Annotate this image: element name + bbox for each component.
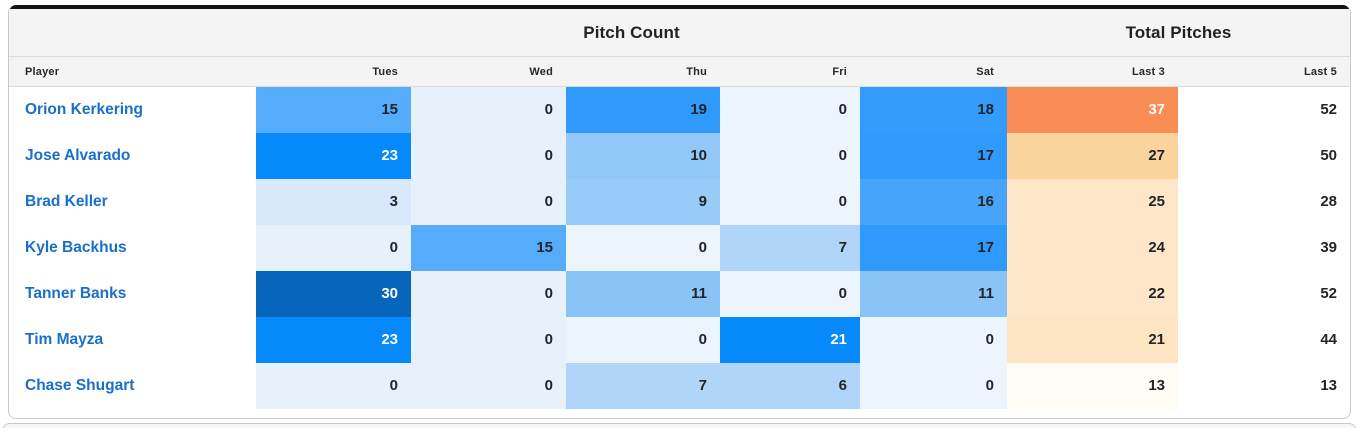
last5-total-cell: 52 bbox=[1320, 101, 1337, 119]
column-header-sat[interactable]: Sat bbox=[860, 56, 1007, 87]
pitch-cell-wed: 0 bbox=[411, 178, 566, 225]
player-cell: Jose Alvarado bbox=[9, 132, 256, 179]
table-row: Jose Alvarado 23 0 10 0 17 27 50 bbox=[9, 132, 1350, 179]
column-header-player[interactable]: Player bbox=[9, 56, 256, 87]
last3-total-cell: 21 bbox=[1007, 316, 1178, 363]
pitch-cell-thu: 10 bbox=[566, 132, 720, 179]
column-header-last3[interactable]: Last 3 bbox=[1007, 56, 1178, 87]
pitch-cell-wed: 0 bbox=[411, 86, 566, 133]
last3-total-cell: 37 bbox=[1007, 86, 1178, 133]
column-header-row: Player Tues Wed Thu Fri Sat Last 3 Last … bbox=[9, 56, 1350, 87]
pitch-count-table: Pitch Count Total Pitches Player Tues We… bbox=[9, 9, 1350, 409]
pitch-cell-thu: 0 bbox=[566, 224, 720, 271]
player-cell: Brad Keller bbox=[9, 178, 256, 225]
pitch-cell-thu: 7 bbox=[566, 362, 720, 409]
pitch-cell-tues: 3 bbox=[256, 178, 411, 225]
last3-total-cell: 22 bbox=[1007, 270, 1178, 317]
table-row: Chase Shugart 0 0 7 6 0 13 13 bbox=[9, 362, 1350, 409]
pitch-cell-sat: 16 bbox=[860, 178, 1007, 225]
pitch-cell-thu: 0 bbox=[566, 316, 720, 363]
table-body: Orion Kerkering 15 0 19 0 18 37 52 Jose Alvarado… bbox=[9, 86, 1350, 409]
group-header-spacer bbox=[9, 9, 256, 57]
last3-total-cell: 27 bbox=[1007, 132, 1178, 179]
last5-total-cell: 44 bbox=[1320, 331, 1337, 348]
pitch-cell-sat: 11 bbox=[860, 270, 1007, 317]
table-row: Brad Keller 3 0 9 0 16 25 28 bbox=[9, 178, 1350, 225]
pitch-cell-thu: 11 bbox=[566, 270, 720, 317]
player-link[interactable]: Orion Kerkering bbox=[25, 100, 143, 118]
table-row: Tim Mayza 23 0 0 21 0 21 44 bbox=[9, 316, 1350, 363]
last5-total-cell: 13 bbox=[1320, 377, 1337, 394]
player-cell: Tim Mayza bbox=[9, 316, 256, 363]
group-title-pitch-count: Pitch Count bbox=[256, 9, 1007, 57]
pitch-cell-thu: 9 bbox=[566, 178, 720, 225]
pitch-cell-fri: 0 bbox=[720, 86, 860, 133]
last5-total-cell: 52 bbox=[1320, 285, 1337, 302]
pitch-cell-tues: 15 bbox=[256, 86, 411, 133]
pitch-count-card: Pitch Count Total Pitches Player Tues We… bbox=[8, 5, 1351, 419]
player-link[interactable]: Jose Alvarado bbox=[25, 146, 131, 164]
group-title-total-pitches: Total Pitches bbox=[1007, 9, 1350, 57]
card-top-bar bbox=[9, 5, 1350, 9]
column-header-thu[interactable]: Thu bbox=[566, 56, 720, 87]
player-cell: Orion Kerkering bbox=[9, 86, 256, 133]
pitch-cell-wed: 0 bbox=[411, 270, 566, 317]
pitch-cell-tues: 0 bbox=[256, 224, 411, 271]
player-link[interactable]: Tanner Banks bbox=[25, 284, 127, 302]
table-row: Orion Kerkering 15 0 19 0 18 37 52 bbox=[9, 86, 1350, 133]
player-cell: Chase Shugart bbox=[9, 362, 256, 409]
pitch-cell-fri: 0 bbox=[720, 132, 860, 179]
column-header-last5[interactable]: Last 5 bbox=[1178, 56, 1350, 87]
last3-total-cell: 24 bbox=[1007, 224, 1178, 271]
pitch-cell-sat: 18 bbox=[860, 86, 1007, 133]
player-link[interactable]: Chase Shugart bbox=[25, 376, 135, 394]
next-card-top-edge bbox=[2, 423, 1357, 428]
last5-total-cell: 39 bbox=[1320, 239, 1337, 256]
player-link[interactable]: Tim Mayza bbox=[25, 330, 104, 348]
player-cell: Kyle Backhus bbox=[9, 224, 256, 271]
last3-total-cell: 25 bbox=[1007, 178, 1178, 225]
pitch-cell-tues: 23 bbox=[256, 132, 411, 179]
player-link[interactable]: Brad Keller bbox=[25, 192, 108, 210]
pitch-cell-sat: 17 bbox=[860, 132, 1007, 179]
column-header-fri[interactable]: Fri bbox=[720, 56, 860, 87]
column-header-tues[interactable]: Tues bbox=[256, 56, 411, 87]
pitch-cell-fri: 0 bbox=[720, 178, 860, 225]
last3-total-cell: 13 bbox=[1007, 362, 1178, 409]
player-cell: Tanner Banks bbox=[9, 270, 256, 317]
pitch-cell-wed: 0 bbox=[411, 132, 566, 179]
pitch-cell-sat: 17 bbox=[860, 224, 1007, 271]
pitch-cell-fri: 21 bbox=[720, 316, 860, 363]
pitch-cell-tues: 23 bbox=[256, 316, 411, 363]
pitch-cell-tues: 30 bbox=[256, 270, 411, 317]
pitch-cell-wed: 15 bbox=[411, 224, 566, 271]
pitch-cell-sat: 0 bbox=[860, 362, 1007, 409]
pitch-cell-fri: 6 bbox=[720, 362, 860, 409]
pitch-cell-fri: 7 bbox=[720, 224, 860, 271]
pitch-cell-fri: 0 bbox=[720, 270, 860, 317]
table-row: Kyle Backhus 0 15 0 7 17 24 39 bbox=[9, 224, 1350, 271]
group-header-row: Pitch Count Total Pitches bbox=[9, 9, 1350, 57]
pitch-cell-wed: 0 bbox=[411, 316, 566, 363]
player-link[interactable]: Kyle Backhus bbox=[25, 238, 127, 256]
column-header-wed[interactable]: Wed bbox=[411, 56, 566, 87]
pitch-cell-tues: 0 bbox=[256, 362, 411, 409]
table-row: Tanner Banks 30 0 11 0 11 22 52 bbox=[9, 270, 1350, 317]
pitch-cell-wed: 0 bbox=[411, 362, 566, 409]
last5-total-cell: 50 bbox=[1320, 147, 1337, 164]
pitch-cell-sat: 0 bbox=[860, 316, 1007, 363]
last5-total-cell: 28 bbox=[1320, 193, 1337, 210]
pitch-cell-thu: 19 bbox=[566, 86, 720, 133]
